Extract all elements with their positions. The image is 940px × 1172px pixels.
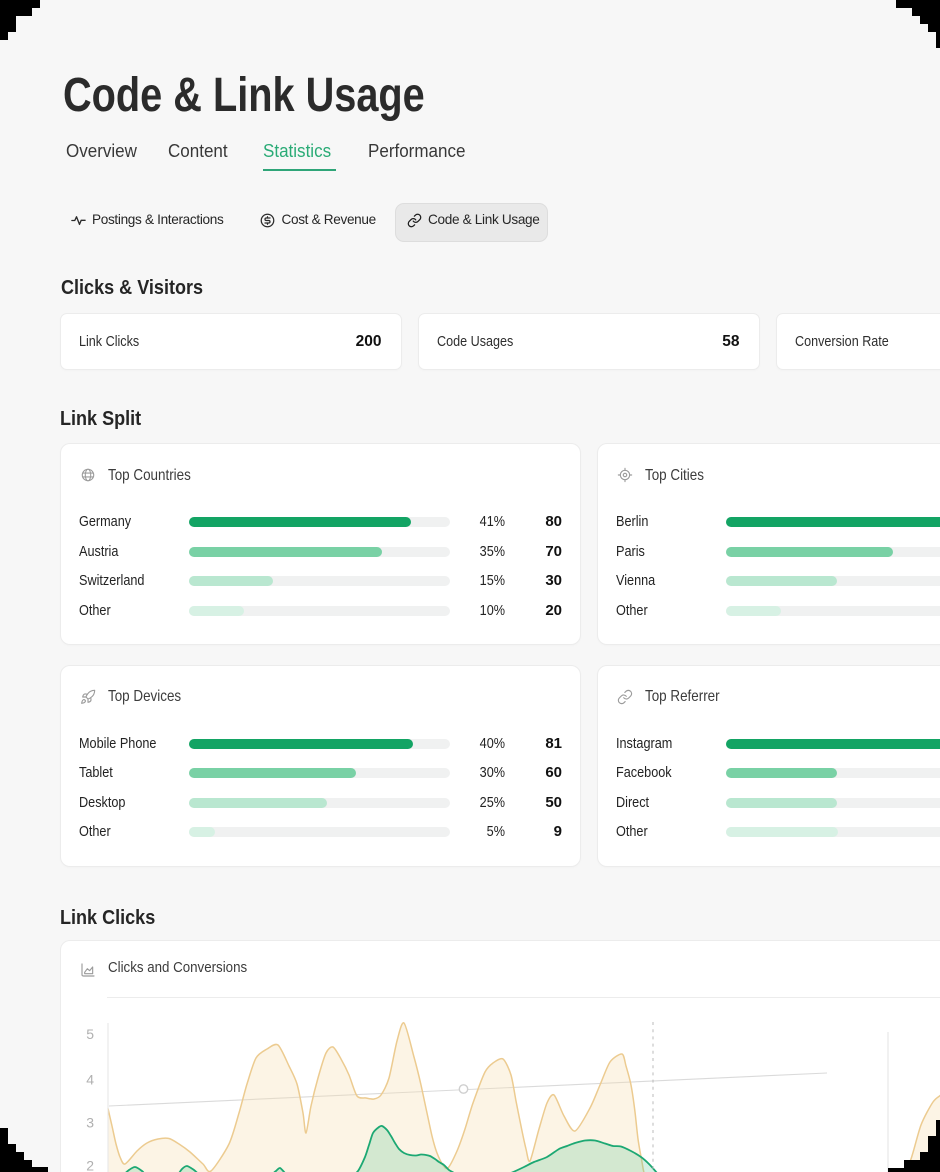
svg-text:3: 3 <box>86 1115 94 1131</box>
svg-text:2: 2 <box>86 1158 94 1172</box>
svg-text:4: 4 <box>86 1072 94 1088</box>
svg-text:5: 5 <box>86 1026 94 1042</box>
